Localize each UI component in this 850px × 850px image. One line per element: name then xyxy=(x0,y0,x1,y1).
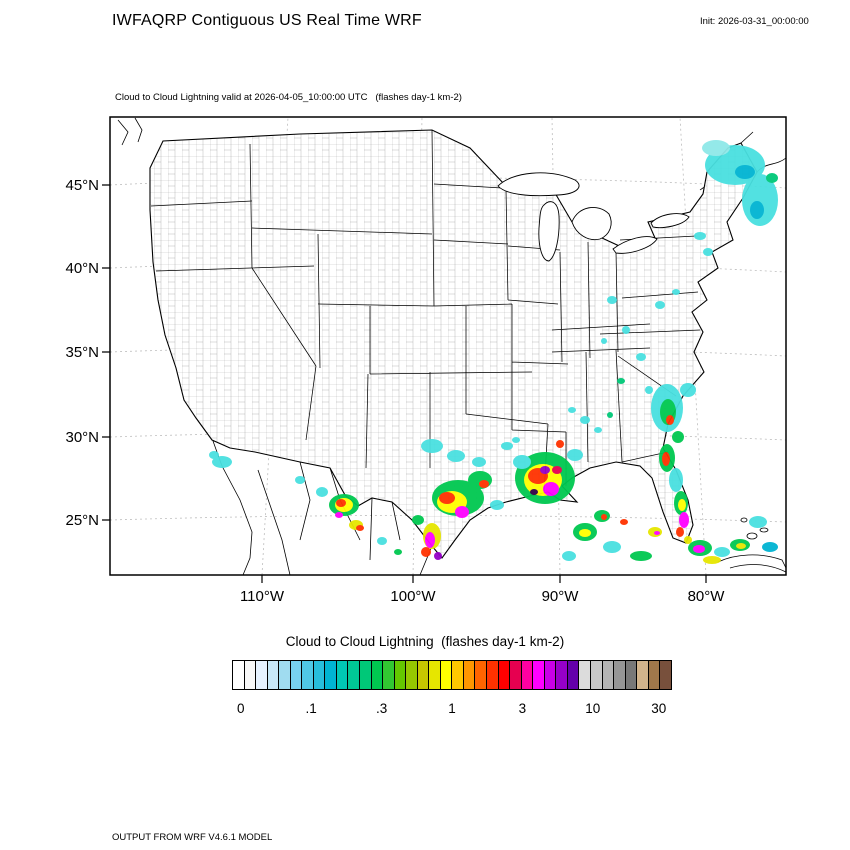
colorbar-cell xyxy=(498,661,511,689)
us-county-texture xyxy=(149,129,758,559)
map-frame xyxy=(109,116,787,576)
colorbar-cell xyxy=(290,661,303,689)
colorbar-tick-label: .3 xyxy=(375,701,388,716)
colorbar-cell xyxy=(487,661,499,689)
colorbar-cell xyxy=(325,661,337,689)
lon-tick-label: 100°W xyxy=(390,588,436,605)
colorbar-cell xyxy=(452,661,464,689)
colorbar-cell xyxy=(371,661,384,689)
colorbar-cell xyxy=(417,661,430,689)
wrf-map: 45°N 40°N 35°N 30°N 25°N 110°W 100°W 90°… xyxy=(65,116,787,605)
colorbar-cell xyxy=(394,661,407,689)
lightning-field xyxy=(209,140,778,564)
colorbar-cell xyxy=(590,661,603,689)
colorbar-cell xyxy=(660,661,671,689)
colorbar-tick-label: .1 xyxy=(305,701,317,716)
map-subtitle: Cloud to Cloud Lightning valid at 2026-0… xyxy=(115,92,462,103)
lat-tick-label: 35°N xyxy=(65,344,99,361)
colorbar-tick-label: 3 xyxy=(518,701,527,716)
lon-tick-label: 80°W xyxy=(688,588,726,605)
colorbar-cell xyxy=(544,661,557,689)
lat-tick-label: 30°N xyxy=(65,429,99,446)
colorbar-cell xyxy=(463,661,476,689)
colorbar-tick-label: 1 xyxy=(448,701,456,716)
page-title: IWFAQRP Contiguous US Real Time WRF xyxy=(112,12,422,29)
footer-line1: OUTPUT FROM WRF V4.6.1 MODEL xyxy=(112,831,273,843)
colorbar-cell xyxy=(521,661,534,689)
colorbar-ticks: 0 .1 .3 1 3 10 30 xyxy=(232,701,672,719)
colorbar-cell xyxy=(406,661,418,689)
colorbar-cell xyxy=(510,661,522,689)
great-lakes xyxy=(497,172,690,262)
colorbar-cell xyxy=(475,661,488,689)
colorbar-cell xyxy=(313,661,326,689)
lat-tick-label: 45°N xyxy=(65,177,99,194)
colorbar-cell xyxy=(556,661,568,689)
colorbar-tick-label: 0 xyxy=(237,701,245,716)
colorbar-cell xyxy=(336,661,349,689)
init-timestamp: Init: 2026-03-31_00:00:00 xyxy=(700,16,809,27)
colorbar-cell xyxy=(648,661,661,689)
axis-ticks xyxy=(102,184,707,583)
colorbar-cell xyxy=(637,661,649,689)
colorbar-cell xyxy=(279,661,291,689)
colorbar-cell xyxy=(567,661,580,689)
colorbar-cell xyxy=(267,661,280,689)
lat-tick-label: 25°N xyxy=(65,512,99,529)
colorbar-cell xyxy=(302,661,314,689)
lon-tick-label: 90°W xyxy=(542,588,580,605)
colorbar-cell xyxy=(256,661,268,689)
colorbar-title: Cloud to Cloud Lightning (flashes day-1 … xyxy=(285,634,565,649)
colorbar-cell xyxy=(429,661,441,689)
lat-tick-label: 40°N xyxy=(65,260,99,277)
colorbar-cell xyxy=(360,661,372,689)
colorbar-cell xyxy=(533,661,545,689)
colorbar-cell xyxy=(625,661,638,689)
colorbar-cell xyxy=(579,661,591,689)
lon-tick-label: 110°W xyxy=(240,588,285,605)
colorbar-cell xyxy=(233,661,245,689)
colorbar-cell xyxy=(602,661,615,689)
lat-axis-labels: 45°N 40°N 35°N 30°N 25°N xyxy=(65,177,99,529)
colorbar xyxy=(232,660,672,690)
colorbar-cell xyxy=(348,661,361,689)
colorbar-cell xyxy=(614,661,626,689)
colorbar-tick-label: 30 xyxy=(651,701,667,716)
model-footer: OUTPUT FROM WRF V4.6.1 MODEL WE = 580 ; … xyxy=(112,804,486,850)
neighbor-coastlines xyxy=(117,117,787,576)
colorbar-cell xyxy=(440,661,453,689)
colorbar-cell xyxy=(244,661,257,689)
colorbar-cell xyxy=(383,661,395,689)
lon-axis-labels: 110°W 100°W 90°W 80°W xyxy=(240,588,725,605)
colorbar-tick-label: 10 xyxy=(585,701,601,716)
